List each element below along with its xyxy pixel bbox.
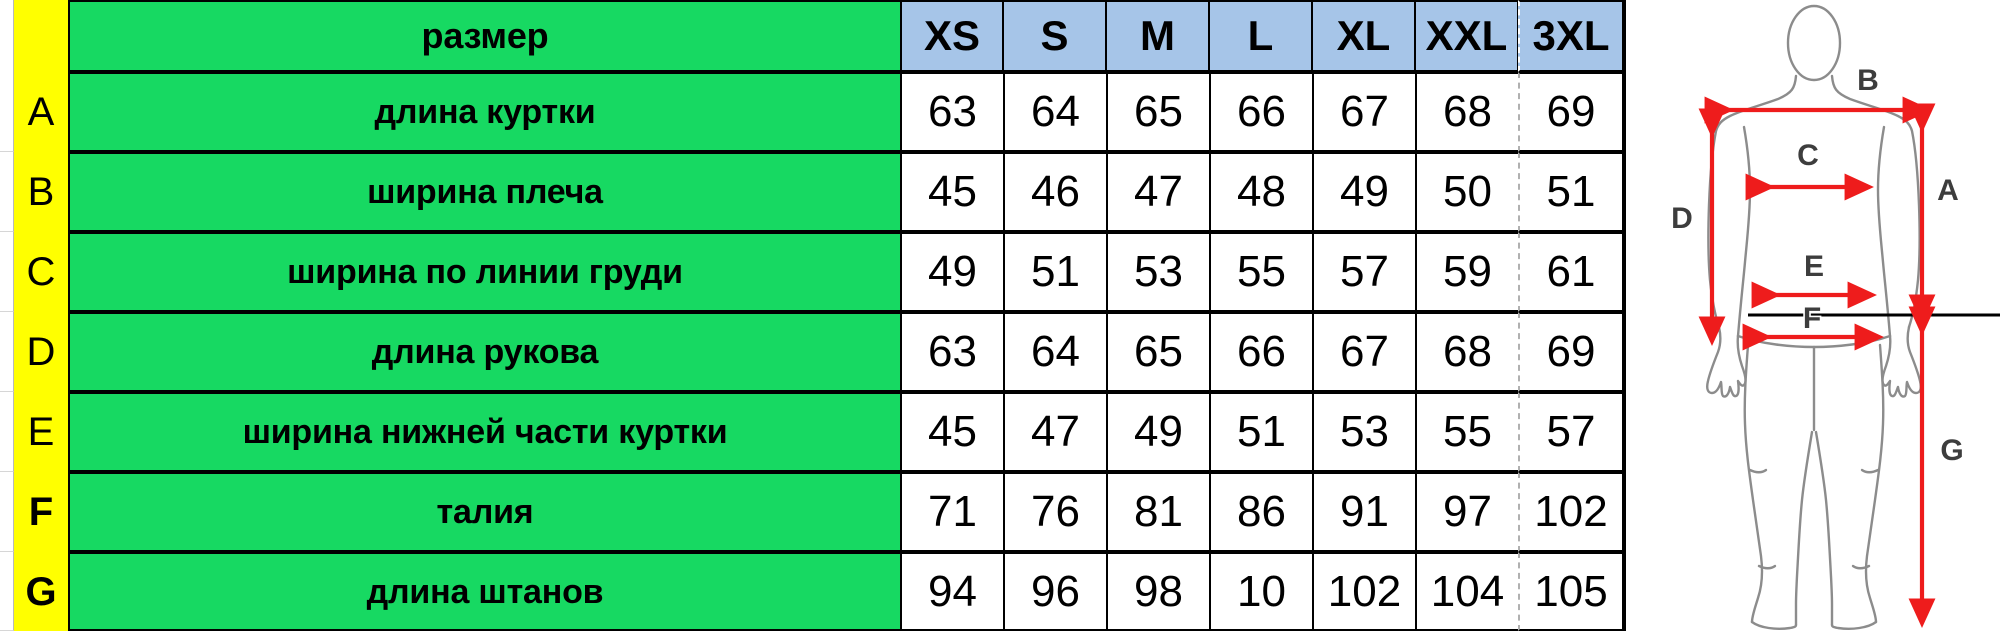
cell-b-xl: 49 <box>1312 152 1415 232</box>
letter-cell-b: B <box>14 152 68 232</box>
letter-cell-d: D <box>14 312 68 392</box>
cell-c-xs: 49 <box>900 232 1003 312</box>
cell-c-m: 53 <box>1106 232 1209 312</box>
letter-cell-c: C <box>14 232 68 312</box>
cell-b-m: 47 <box>1106 152 1209 232</box>
diagram-label-g: G <box>1940 434 1963 467</box>
cell-e-3xl: 57 <box>1518 392 1624 472</box>
cell-g-xs: 94 <box>900 552 1003 631</box>
cell-c-s: 51 <box>1003 232 1106 312</box>
cell-c-l: 55 <box>1209 232 1312 312</box>
row-label-e: ширина нижней части куртки <box>68 392 900 472</box>
cell-g-l: 10 <box>1209 552 1312 631</box>
row-label-b: ширина плеча <box>68 152 900 232</box>
cell-f-3xl: 102 <box>1518 472 1624 552</box>
cell-c-xxl: 59 <box>1415 232 1518 312</box>
diagram-label-a: A <box>1937 174 1959 207</box>
cell-a-xxl: 68 <box>1415 72 1518 152</box>
row-label-g: длина штанов <box>68 552 900 631</box>
cell-a-3xl: 69 <box>1518 72 1624 152</box>
cell-b-xxl: 50 <box>1415 152 1518 232</box>
diagram-label-f: F <box>1803 302 1821 335</box>
size-header-xs: XS <box>900 0 1003 72</box>
cell-b-s: 46 <box>1003 152 1106 232</box>
row-gutter-a <box>0 72 14 152</box>
body-measurement-diagram: B C E F A D G <box>1624 0 2000 631</box>
row-gutter-g <box>0 552 14 631</box>
cell-d-s: 64 <box>1003 312 1106 392</box>
size-header-xl: XL <box>1312 0 1415 72</box>
cell-a-xs: 63 <box>900 72 1003 152</box>
cell-a-xl: 67 <box>1312 72 1415 152</box>
size-header-xxl: XXL <box>1415 0 1518 72</box>
letter-cell-header <box>14 0 68 72</box>
cell-f-m: 81 <box>1106 472 1209 552</box>
letter-cell-e: E <box>14 392 68 472</box>
diagram-label-c: C <box>1797 139 1819 172</box>
cell-g-s: 96 <box>1003 552 1106 631</box>
cell-f-xxl: 97 <box>1415 472 1518 552</box>
cell-e-m: 49 <box>1106 392 1209 472</box>
row-gutter-e <box>0 392 14 472</box>
row-gutter-header <box>0 0 14 72</box>
row-gutter-f <box>0 472 14 552</box>
row-label-f: талия <box>68 472 900 552</box>
row-gutter-b <box>0 152 14 232</box>
cell-d-l: 66 <box>1209 312 1312 392</box>
cell-e-xs: 45 <box>900 392 1003 472</box>
cell-a-l: 66 <box>1209 72 1312 152</box>
cell-d-m: 65 <box>1106 312 1209 392</box>
diagram-label-e: E <box>1804 250 1824 283</box>
cell-d-3xl: 69 <box>1518 312 1624 392</box>
cell-e-xxl: 55 <box>1415 392 1518 472</box>
diagram-label-d: D <box>1671 202 1693 235</box>
row-label-a: длина куртки <box>68 72 900 152</box>
size-header-3xl: 3XL <box>1518 0 1624 72</box>
cell-b-xs: 45 <box>900 152 1003 232</box>
cell-d-xs: 63 <box>900 312 1003 392</box>
row-label-d: длина рукова <box>68 312 900 392</box>
cell-b-l: 48 <box>1209 152 1312 232</box>
cell-d-xl: 67 <box>1312 312 1415 392</box>
cell-f-s: 76 <box>1003 472 1106 552</box>
cell-c-xl: 57 <box>1312 232 1415 312</box>
cell-a-s: 64 <box>1003 72 1106 152</box>
cell-c-3xl: 61 <box>1518 232 1624 312</box>
cell-g-xl: 102 <box>1312 552 1415 631</box>
row-gutter-d <box>0 312 14 392</box>
row-gutter-c <box>0 232 14 312</box>
cell-g-xxl: 104 <box>1415 552 1518 631</box>
cell-b-3xl: 51 <box>1518 152 1624 232</box>
row-label-c: ширина по линии груди <box>68 232 900 312</box>
letter-cell-a: A <box>14 72 68 152</box>
cell-e-xl: 53 <box>1312 392 1415 472</box>
size-header-l: L <box>1209 0 1312 72</box>
label-header-size: размер <box>68 0 900 72</box>
cell-a-m: 65 <box>1106 72 1209 152</box>
cell-f-xl: 91 <box>1312 472 1415 552</box>
diagram-label-b: B <box>1857 64 1879 97</box>
size-header-s: S <box>1003 0 1106 72</box>
cell-f-xs: 71 <box>900 472 1003 552</box>
letter-cell-g: G <box>14 552 68 631</box>
cell-g-3xl: 105 <box>1518 552 1624 631</box>
cell-g-m: 98 <box>1106 552 1209 631</box>
cell-f-l: 86 <box>1209 472 1312 552</box>
size-header-m: M <box>1106 0 1209 72</box>
letter-cell-f: F <box>14 472 68 552</box>
cell-e-s: 47 <box>1003 392 1106 472</box>
cell-d-xxl: 68 <box>1415 312 1518 392</box>
cell-e-l: 51 <box>1209 392 1312 472</box>
